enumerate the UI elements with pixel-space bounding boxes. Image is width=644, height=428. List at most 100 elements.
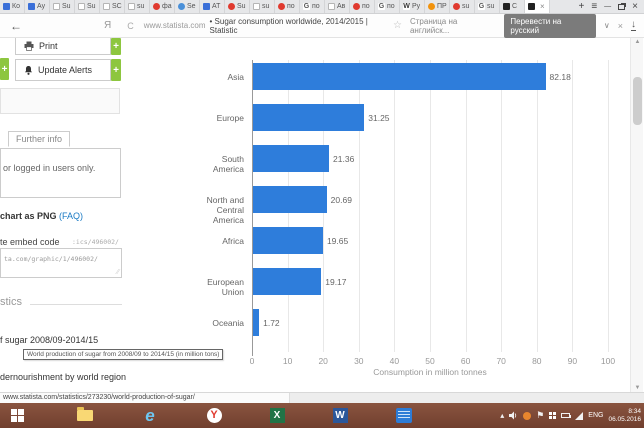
speaker-icon[interactable] [509,411,518,420]
restore-button[interactable] [618,3,626,10]
scrollbar-thumb[interactable] [633,77,642,125]
language-indicator[interactable]: ENG [588,412,604,419]
browser-tab-14[interactable]: по [350,0,375,13]
orange-favicon-icon [428,3,435,10]
value-label-0: 82.18 [549,72,571,82]
translate-button[interactable]: Перевести на русский [504,13,596,38]
browser-tab-11[interactable]: по [275,0,300,13]
yandex-browser-button[interactable]: Y [203,406,225,425]
print-plus-button[interactable]: + [111,38,121,55]
chevron-down-icon[interactable]: ∨ [603,21,610,30]
new-tab-button[interactable]: + [578,0,585,12]
back-icon[interactable]: ← [10,18,22,33]
page-content: + Print + Update Alerts + Further info o… [0,38,644,392]
address-bar-right: ☆ Страница на английск... Перевести на р… [393,13,644,38]
doc-favicon-icon [253,3,260,10]
browser-tab-7[interactable]: Se [175,0,200,13]
browser-tab-17[interactable]: ПР [425,0,450,13]
scroll-up-icon[interactable]: ▲ [634,39,641,45]
download-icon[interactable]: ↓ [631,19,636,31]
link-tooltip: World production of sugar from 2008/09 t… [23,349,224,360]
related-link-undernourishment[interactable]: dernourishment by world region [0,372,127,382]
windows-tray-icon[interactable] [549,412,557,419]
url-field[interactable]: www.statista.com • Sugar consumption wor… [144,17,393,35]
translate-close-icon[interactable]: × [617,20,623,31]
x-tick-100: 100 [600,356,616,366]
related-link-sugar-production[interactable]: f sugar 2008/09-2014/15 [0,335,99,345]
gridline-70 [501,60,503,352]
windows-logo-icon [10,409,24,422]
tab-label: Su [237,3,246,10]
tab-label: su [262,3,270,10]
windows-taskbar: e Y X W ▴ ⚑ ENG 8:34 06.05.2016 [0,403,644,428]
print-button[interactable]: Print [15,38,111,55]
browser-tab-13[interactable]: Ав [325,0,350,13]
excel-button[interactable]: X [266,406,288,425]
embed-code-text: ta.com/graphic/1/496002/ [4,255,98,263]
tab-further-info[interactable]: Further info [8,131,71,147]
blue-favicon-icon [28,3,35,10]
browser-tab-6[interactable]: фа [150,0,175,13]
network-signal-icon[interactable] [575,411,584,420]
browser-tab-5[interactable]: su [125,0,150,13]
browser-tab-18[interactable]: su [450,0,475,13]
list-app-icon [396,408,412,423]
vertical-scrollbar[interactable]: ▲ ▼ [630,38,643,392]
resize-handle-icon[interactable]: ⁄⁄ [116,268,119,276]
embed-code-box[interactable]: ta.com/graphic/1/496002/ ⁄⁄ [0,248,122,278]
file-explorer-button[interactable] [74,406,96,425]
hidden-icons-arrow[interactable]: ▴ [500,411,505,420]
tab-label: su [462,3,470,10]
bar-africa[interactable] [253,227,323,254]
minimize-button[interactable]: — [604,2,612,10]
battery-icon[interactable] [561,413,572,418]
browser-tab-20[interactable]: С [500,0,525,13]
browser-tab-1[interactable]: Ау [25,0,50,13]
settings-app-button[interactable] [393,406,415,425]
antivirus-tray-icon[interactable] [523,411,532,420]
share-plus-button[interactable]: + [0,58,9,80]
bar-asia[interactable] [253,63,546,90]
category-label-0: Asia [227,72,244,82]
browser-tab-8[interactable]: АТ [200,0,225,13]
update-alerts-plus-button[interactable]: + [111,59,121,81]
tab-close-icon[interactable]: × [540,2,545,11]
yandex-icon[interactable]: Я [104,20,112,31]
gridline-50 [430,60,431,352]
browser-tab-16[interactable]: W Ру [400,0,425,13]
browser-tab-4[interactable]: SC [100,0,125,13]
update-alerts-button[interactable]: Update Alerts [15,59,111,81]
browser-tab-0[interactable]: Ко [0,0,25,13]
excel-icon: X [269,408,285,423]
translate-hint-label: Страница на английск... [409,16,458,35]
browser-tab-9[interactable]: Su [225,0,250,13]
start-button[interactable] [6,406,28,425]
clock[interactable]: 8:34 06.05.2016 [608,408,641,424]
printer-icon [24,41,34,51]
browser-tab-21[interactable]: × [525,0,550,13]
faq-link[interactable]: (FAQ) [59,211,84,221]
close-window-button[interactable]: × [632,0,638,12]
bar-european-union[interactable] [253,268,322,295]
action-center-flag-icon[interactable]: ⚑ [536,410,545,420]
browser-tab-2[interactable]: Su [50,0,75,13]
scroll-down-icon[interactable]: ▼ [634,385,641,391]
tab-label: АТ [212,3,221,10]
bell-icon [24,65,33,75]
bar-oceania[interactable] [253,309,260,336]
menu-icon[interactable]: ≡ [591,0,598,12]
bar-europe[interactable] [253,104,365,131]
tab-label: по [387,3,395,10]
bookmark-star-icon[interactable]: ☆ [393,20,402,31]
gridline-80 [536,60,538,352]
reload-icon[interactable]: C [127,20,134,31]
word-button[interactable]: W [329,406,351,425]
bar-north-and-central-america[interactable] [253,186,327,213]
bar-south-america[interactable] [253,145,330,172]
browser-tab-3[interactable]: Su [75,0,100,13]
internet-explorer-button[interactable]: e [139,406,161,425]
browser-tab-10[interactable]: su [250,0,275,13]
